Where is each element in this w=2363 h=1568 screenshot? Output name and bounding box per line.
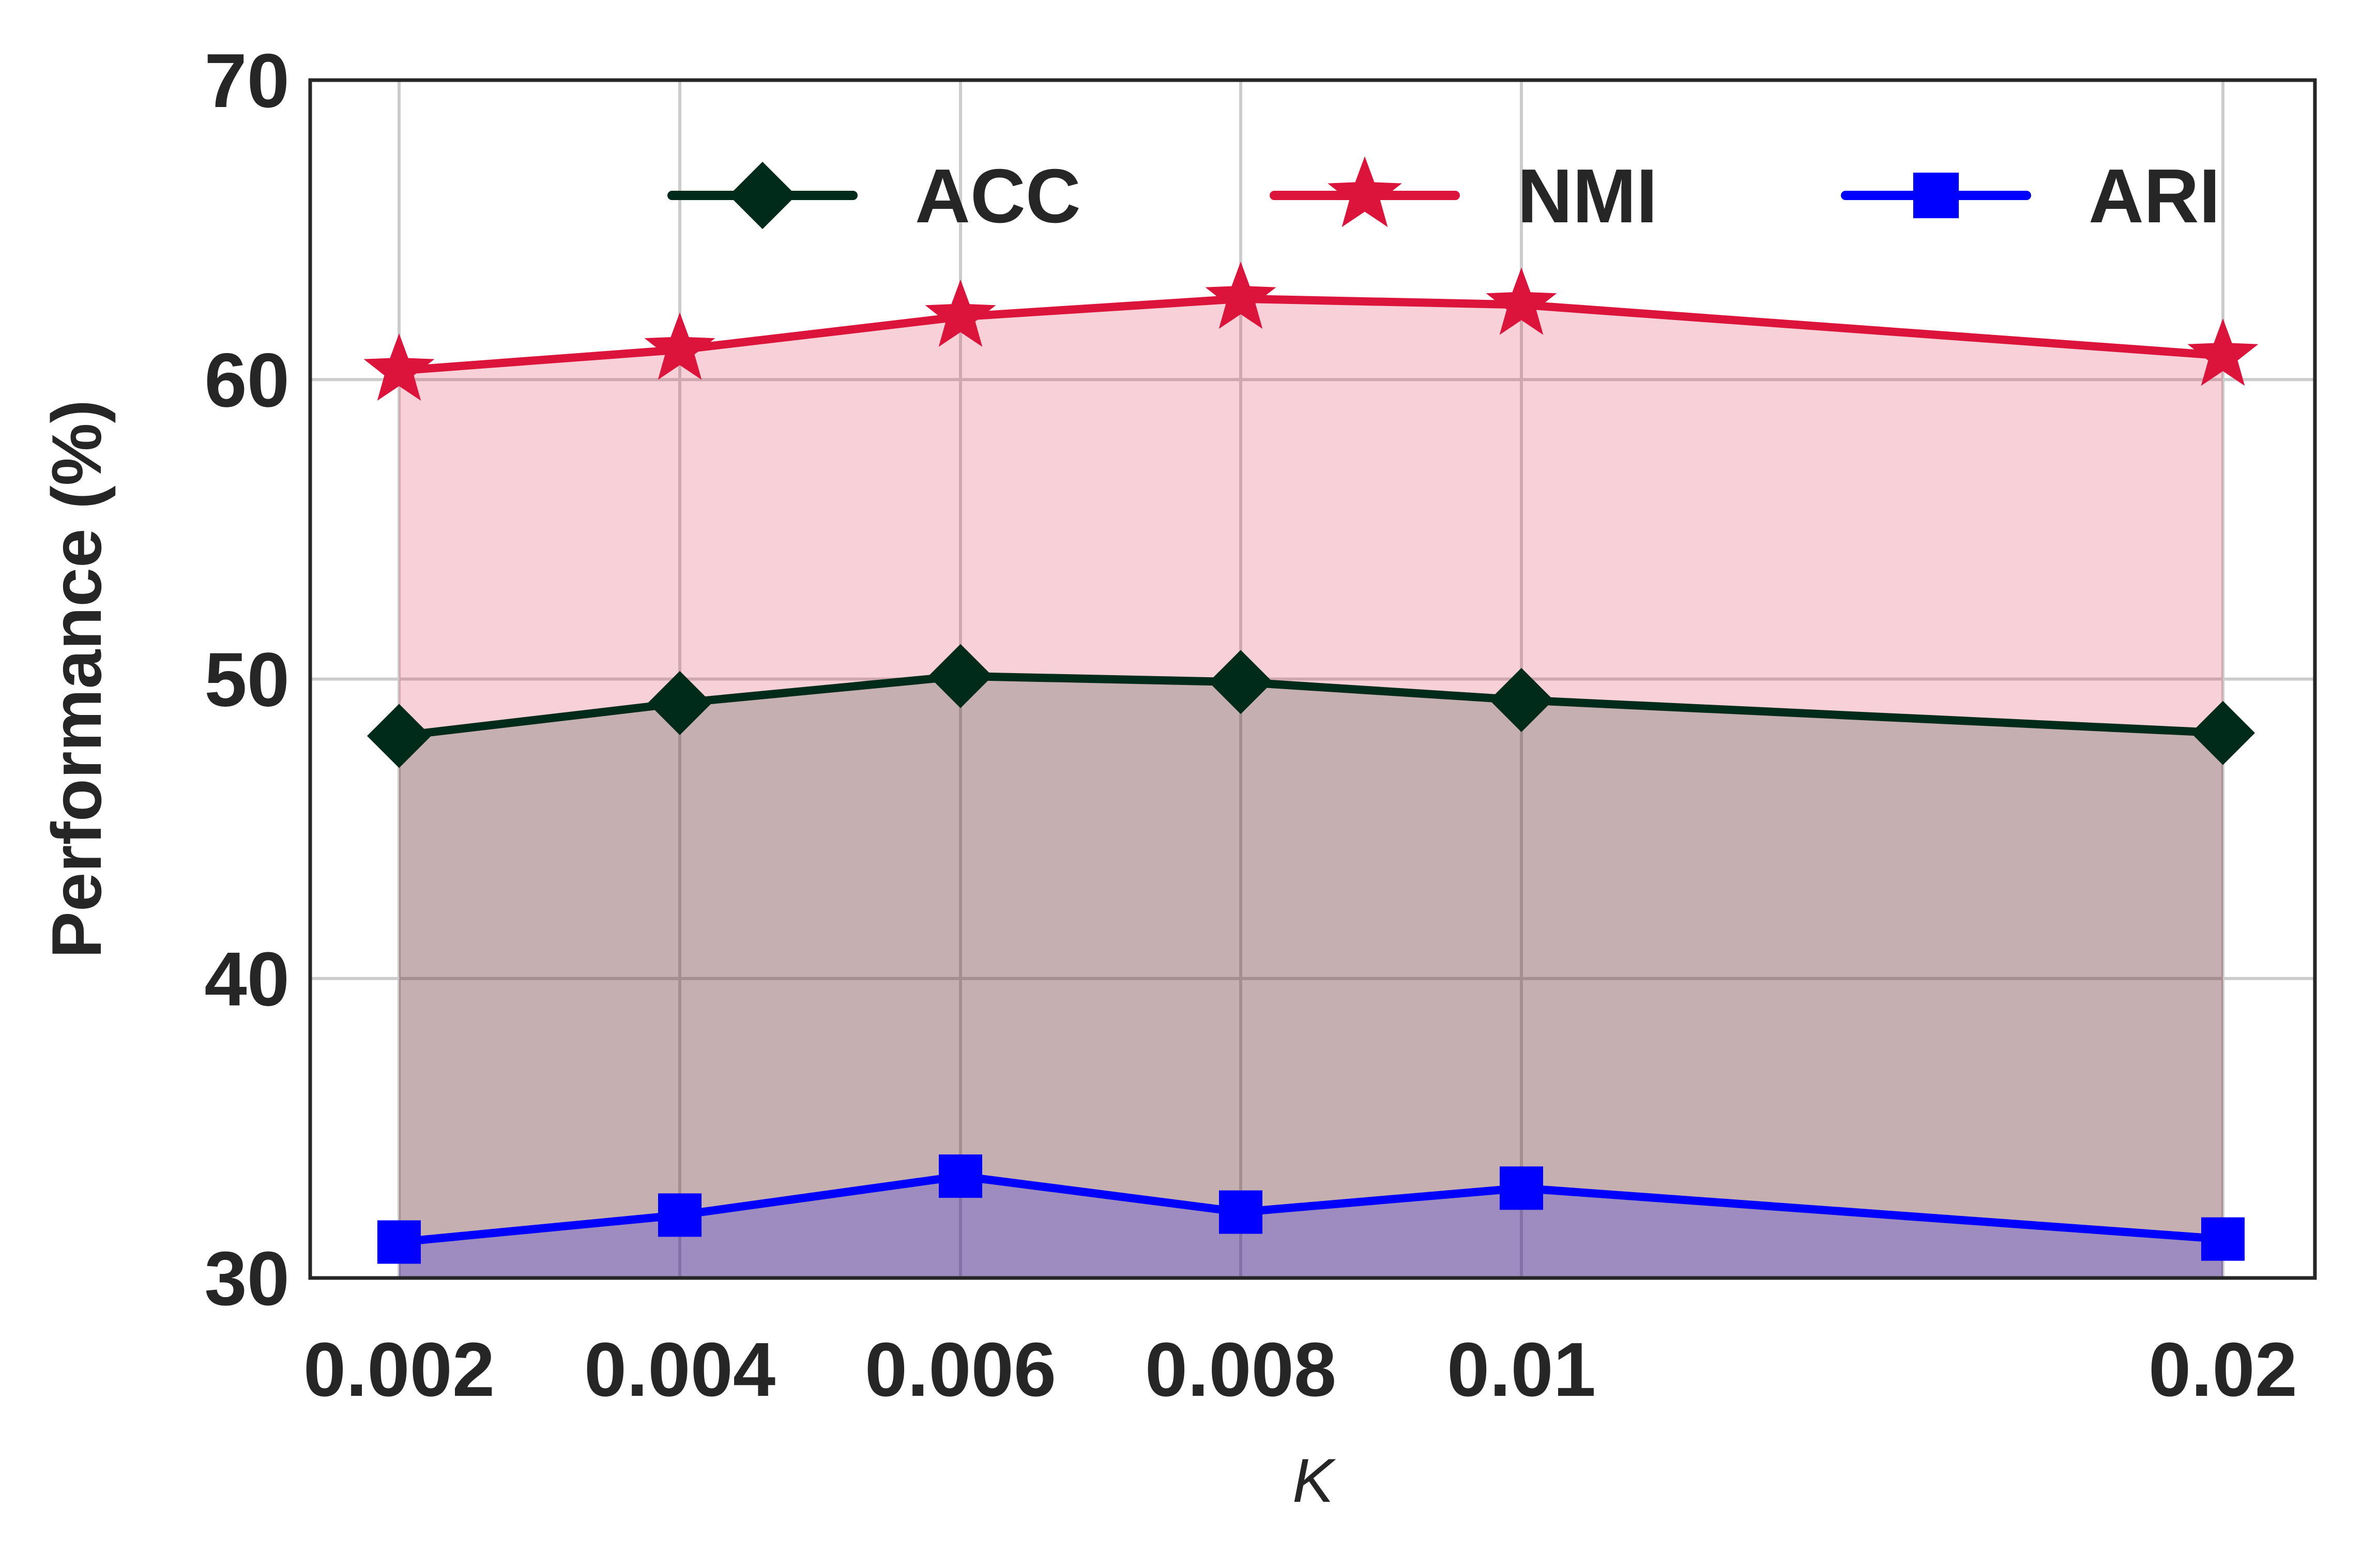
legend-label-ari: ARI [2088, 154, 2220, 239]
x-tick-labels: 0.002 0.004 0.006 0.008 0.01 0.02 [303, 1327, 2297, 1412]
marker-ari-3 [1219, 1190, 1262, 1234]
marker-acc-5 [2191, 701, 2255, 765]
marker-nmi-0 [363, 333, 435, 401]
y-tick-label-4: 70 [204, 38, 289, 124]
x-tick-label-3: 0.008 [1145, 1327, 1336, 1412]
area-fill-acc [399, 676, 2223, 1278]
area-fill-ari [399, 1176, 2223, 1278]
y-tick-label-1: 40 [204, 937, 289, 1022]
series-line-acc [399, 672, 2223, 740]
x-tick-label-2: 0.006 [865, 1327, 1056, 1412]
marker-nmi-5 [2187, 318, 2259, 386]
series-lines [399, 294, 2223, 1246]
x-tick-label-4: 0.01 [1447, 1327, 1596, 1412]
series-line-nmi [399, 294, 2223, 375]
x-tick-label-5: 0.02 [2148, 1327, 2297, 1412]
marker-acc-1 [648, 671, 712, 735]
marker-acc-3 [1209, 650, 1273, 714]
marker-nmi-3 [1205, 261, 1276, 329]
x-tick-label-0: 0.002 [303, 1327, 495, 1412]
legend: ACC NMI ARI [667, 154, 2220, 239]
y-tick-labels: 30 40 50 60 70 [204, 38, 289, 1321]
marker-ari-2 [939, 1154, 982, 1198]
marker-nmi-1 [644, 312, 715, 380]
marker-acc-0 [367, 704, 431, 768]
marker-ari-1 [658, 1193, 702, 1237]
marker-ari-0 [377, 1220, 421, 1264]
y-tick-label-2: 50 [204, 637, 289, 723]
legend-marker-ari [1913, 172, 1959, 219]
plot-frame [308, 78, 2317, 1280]
marker-ari-5 [2201, 1217, 2245, 1261]
y-tick-label-3: 60 [204, 338, 289, 423]
series-markers [363, 261, 2259, 1264]
marker-acc-2 [928, 644, 993, 708]
legend-label-nmi: NMI [1517, 154, 1657, 239]
marker-acc-4 [1489, 668, 1553, 733]
series-line-ari [399, 1172, 2223, 1246]
x-axis-title: K [1292, 1446, 1336, 1515]
marker-nmi-2 [925, 279, 996, 347]
x-tick-label-1: 0.004 [584, 1327, 775, 1412]
area-fill-nmi [399, 298, 2223, 1278]
y-axis-title: Performance (%) [37, 400, 116, 958]
marker-nmi-4 [1486, 267, 1557, 335]
y-tick-label-0: 30 [204, 1236, 289, 1321]
legend-marker-nmi [1328, 156, 1402, 227]
marker-ari-4 [1500, 1166, 1543, 1210]
legend-label-acc: ACC [915, 154, 1081, 239]
area-fills [399, 298, 2223, 1278]
legend-marker-acc [728, 161, 797, 230]
